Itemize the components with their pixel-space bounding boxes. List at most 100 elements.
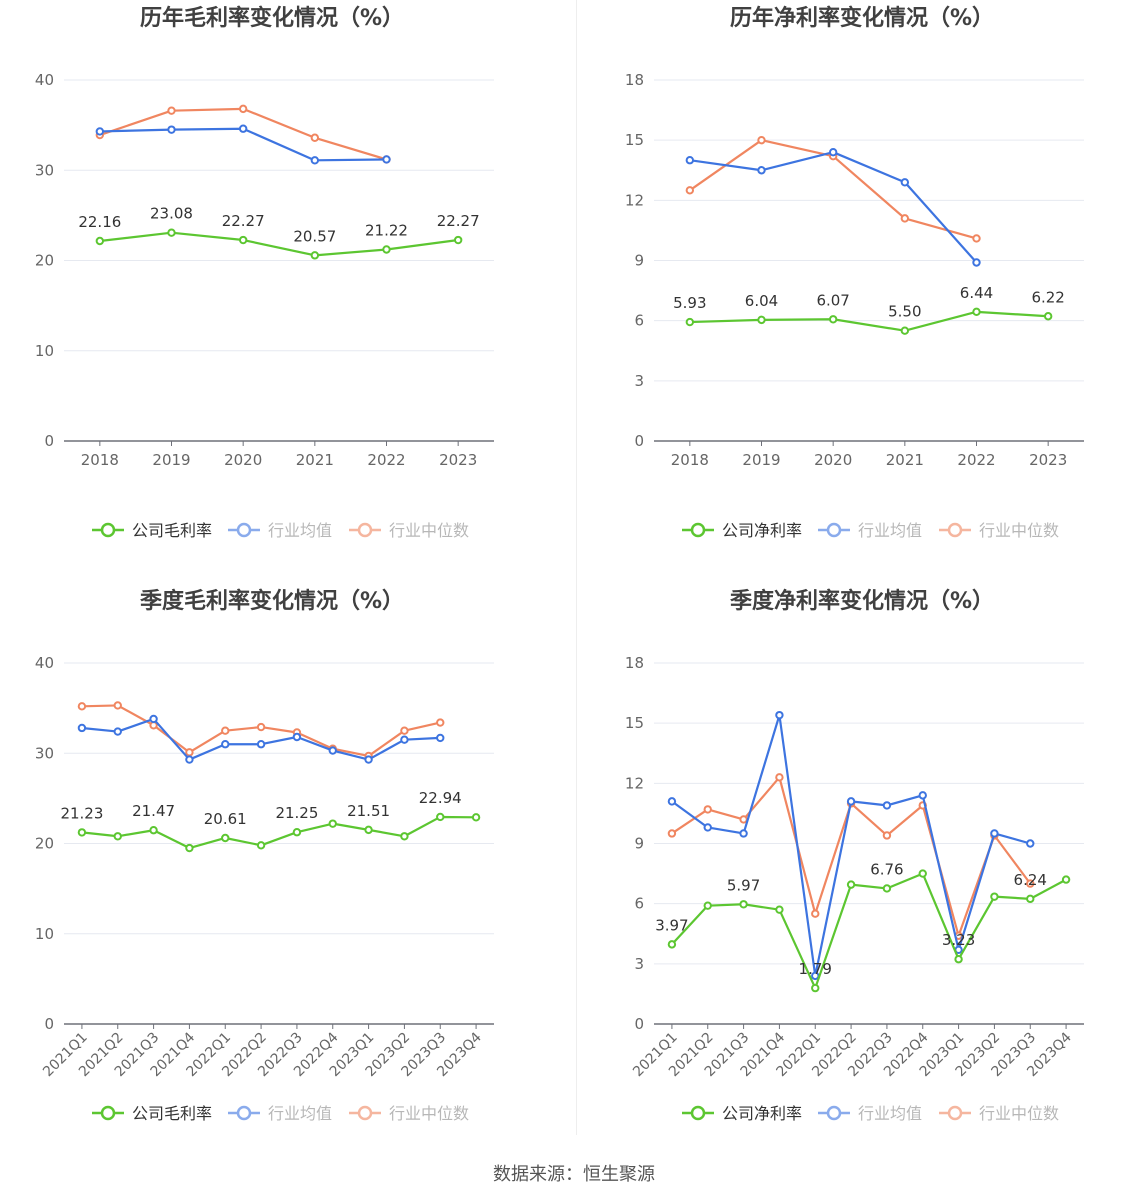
chart-svg: 季度毛利率变化情况（%）0102030402021Q12021Q22021Q32… [35,588,494,1123]
data-point [167,228,176,237]
data-point [703,901,712,910]
data-point [95,127,105,136]
data-point [238,124,248,133]
data-label: 6.04 [745,292,778,310]
data-label: 3.23 [942,931,975,949]
legend-swatch-marker [357,1105,373,1121]
y-tick-label: 18 [625,654,644,672]
y-tick-label: 9 [634,252,644,270]
y-tick-label: 0 [44,432,54,450]
data-point [703,823,712,832]
data-point [757,315,766,325]
data-point [882,831,892,840]
data-point [95,236,105,246]
data-point [400,735,409,744]
legend-swatch-marker [357,522,373,538]
chart-quarterly-net-margin: 季度净利率变化情况（%） 0 3 6 9 12 15 18 2021Q1 2021Q2 2021Q3… [590,583,1148,1166]
legend-swatch-marker [947,1105,963,1121]
data-point [739,815,748,824]
legend-label: 公司毛利率 [132,521,212,540]
data-label: 5.50 [888,303,921,321]
data-point [328,819,337,828]
data-point [400,832,409,841]
legend-swatch-marker [690,522,706,538]
data-point [667,940,677,949]
data-label: 6.76 [870,860,903,878]
data-point [185,843,194,853]
data-point [972,258,981,267]
y-tick-label: 9 [634,835,644,853]
data-point [221,740,230,749]
chart-quarterly-gross-margin: 季度毛利率变化情况（%） 0 10 20 30 40 2021Q1 2021Q2 2021Q3 2… [0,583,574,1166]
x-tick-label: 2019 [742,451,780,469]
data-point [918,869,927,878]
y-tick-label: 6 [634,312,644,330]
data-point [739,829,748,838]
data-point [1026,879,1035,888]
data-point [882,801,892,810]
data-point [221,833,230,843]
data-point [471,813,481,822]
data-point [256,722,266,732]
data-point [811,983,820,993]
data-point [436,812,445,822]
x-tick-label: 2020 [814,451,852,469]
data-label: 22.94 [419,789,462,807]
y-tick-label: 0 [634,1015,644,1033]
data-point [185,748,194,757]
legend-label: 行业均值 [268,1104,332,1123]
series-line [99,127,387,162]
data-point [77,723,87,733]
data-point [667,797,677,806]
data-point [328,746,337,755]
data-label: 6.24 [1014,871,1047,889]
data-label: 5.97 [727,876,760,894]
data-point [739,900,748,909]
chart-title: 历年毛利率变化情况（%） [140,5,404,31]
data-point [703,805,712,814]
y-tick-label: 15 [625,714,644,732]
x-tick-label: 2018 [81,451,119,469]
x-tick-label: 2021 [886,451,924,469]
legend-label: 公司净利率 [722,521,802,540]
legend-swatch-marker [826,1105,842,1121]
data-point [972,234,981,243]
y-tick-label: 10 [35,342,54,360]
legend-label: 行业中位数 [389,521,469,540]
legend-item: 行业均值 [228,521,332,540]
y-tick-label: 12 [625,774,644,792]
x-tick-label: 2023 [439,451,477,469]
chart-title: 历年净利率变化情况（%） [730,5,994,31]
series-line [99,107,387,161]
data-point [77,828,87,837]
legend-item: 行业均值 [228,1104,332,1123]
x-tick-label: 2021 [296,451,334,469]
data-point [238,235,248,245]
data-point [685,156,695,165]
legend-label: 公司毛利率 [132,1104,212,1123]
data-point [221,726,230,735]
data-label: 23.08 [150,205,193,223]
legend-label: 行业中位数 [979,1104,1059,1123]
data-point [167,125,176,134]
y-tick-label: 20 [35,835,54,853]
series-line [689,151,978,264]
data-point [846,797,856,806]
legend-item: 行业均值 [818,521,922,540]
x-tick-label: 2020 [224,451,262,469]
data-point [310,133,320,142]
data-point [954,955,963,964]
y-tick-label: 3 [634,955,644,973]
data-point [113,701,122,710]
y-tick-label: 0 [44,1015,54,1033]
chart-annual-gross-margin: 历年毛利率变化情况（%） 0 10 20 30 40 2018 2019 2020 2021 202… [0,0,574,583]
legend-item: 公司毛利率 [92,521,212,540]
legend-swatch-marker [947,522,963,538]
data-point [382,245,391,254]
data-point [811,909,820,918]
data-point [775,710,784,720]
y-tick-label: 10 [35,925,54,943]
legend-swatch-marker [236,1105,252,1121]
data-point [256,740,266,749]
data-point [310,251,320,260]
